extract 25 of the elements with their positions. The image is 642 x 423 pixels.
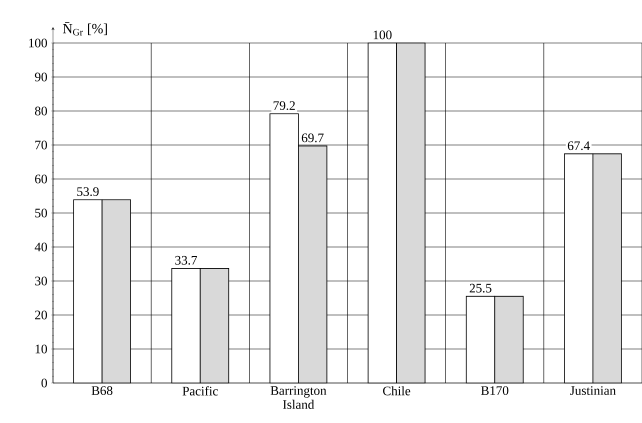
y-tick-label: 10 xyxy=(36,344,47,354)
y-tick-label: 0 xyxy=(41,378,47,388)
y-tick-label: 90 xyxy=(34,72,47,82)
data-label: 33.7 xyxy=(175,256,198,265)
x-tick-label: Chile xyxy=(383,386,410,396)
data-label: 53.9 xyxy=(77,187,99,196)
data-label: 79.2 xyxy=(274,101,295,110)
data-label: 67.4 xyxy=(568,141,590,150)
data-label: 100 xyxy=(374,30,392,40)
x-tick-label: B68 xyxy=(92,386,112,395)
data-label: 69.7 xyxy=(302,134,324,142)
y-axis-title: N̄$_{Gr}$ [%] xyxy=(62,22,107,36)
y-tick-label: 60 xyxy=(35,174,47,184)
y-tick-label: 70 xyxy=(35,140,47,150)
x-tick-label: Justinian xyxy=(570,386,616,395)
data-label: 25.5 xyxy=(470,284,492,293)
y-tick-label: 100 xyxy=(29,38,47,48)
y-tick-label: 50 xyxy=(35,208,47,218)
y-tick-label: 30 xyxy=(35,276,47,286)
y-tick-label: 40 xyxy=(34,242,47,252)
y-tick-label: 20 xyxy=(35,310,47,320)
x-tick-label: Pacific xyxy=(182,386,218,396)
x-tick-label: Barrington Island xyxy=(270,386,326,409)
y-tick-label: 80 xyxy=(34,106,47,116)
x-tick-label: B170 xyxy=(481,386,508,395)
